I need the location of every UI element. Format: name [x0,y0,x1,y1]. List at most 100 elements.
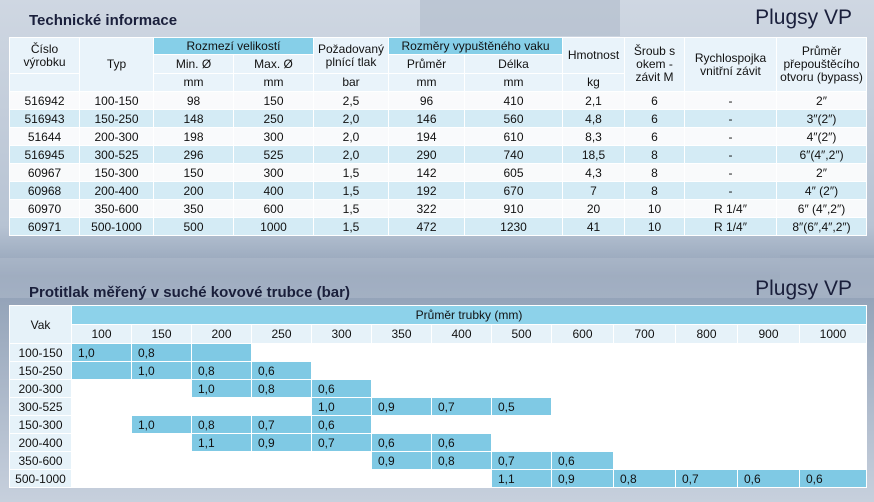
pressure-cell: 0,6 [431,433,492,452]
pressure-cell: 0,9 [251,433,312,452]
pressure-cell: 0,9 [371,451,432,470]
pressure-cell [311,343,372,362]
table-cell: 200-400 [79,181,154,200]
table-cell: 200 [153,181,234,200]
pressure-cell [251,469,312,488]
brand-title-2: Plugsy VP [755,277,852,300]
pressure-cell [613,415,676,434]
pipe-diameter-column: 500 [491,324,552,344]
vak-label: 350-600 [9,451,72,470]
pressure-cell [737,379,800,398]
unit-hmotnost: kg [562,73,626,92]
table-row: 300-525 1,0 0,9 0,7 0,5 [9,397,868,416]
header-max: Max. Ø [233,54,314,74]
table-cell: 10 [624,217,686,236]
table-cell: 4,3 [562,163,626,182]
pipe-diameter-column: 800 [675,324,738,344]
pressure-cell [371,469,432,488]
pressure-cell [675,361,738,380]
pressure-cell [551,397,614,416]
table-cell: 8 [624,163,686,182]
table-cell: 4,8 [562,109,626,128]
pressure-cell [431,361,492,380]
pipe-diameter-column: 1000 [798,324,868,344]
table-cell: 1,5 [313,163,389,182]
table-row: 60971 500-1000 500 1000 1,5 472 1230 41 10 R 1/4″… [9,217,868,236]
table-cell: 150 [233,91,314,110]
table-cell: 194 [388,127,465,146]
pressure-cell [798,379,868,398]
table-cell: 1,5 [313,217,389,236]
header-tlak: Požadovaný plnící tlak [313,37,389,74]
table-cell: - [684,181,778,200]
table-cell: 1230 [463,217,564,236]
pressure-cell [551,379,614,398]
pressure-cell [737,433,800,452]
table-cell: 516945 [9,145,80,164]
table-row: 150-300 1,0 0,8 0,7 0,6 [9,415,868,434]
table-cell: 96 [388,91,465,110]
pressure-cell [551,433,614,452]
table-cell: 472 [388,217,465,236]
table-cell: 2″ [776,163,868,182]
pressure-cell [131,379,192,398]
unit-delka: mm [463,73,564,92]
unit-max: mm [233,73,314,92]
pipe-diameter-column: 900 [737,324,800,344]
pipe-diameter-column: 350 [371,324,432,344]
header-bypass: Průměr přepouštěcího otvoru (bypass) [776,37,868,92]
table-cell: 98 [153,91,234,110]
table-cell: 2,0 [313,109,389,128]
header-typ: Typ [79,37,154,92]
header-rozmezi: Rozmezí velikostí [153,37,314,55]
table-cell: 1,5 [313,199,389,218]
table-cell: 600 [233,199,314,218]
pipe-diameter-column: 150 [131,324,192,344]
header-prumer: Průměr [388,54,465,74]
table-cell: 192 [388,181,465,200]
pipe-diameter-column: 400 [431,324,492,344]
table-cell: 41 [562,217,626,236]
pressure-cell [491,379,552,398]
pipe-diameter-column: 700 [613,324,676,344]
backpressure-body: 100-150 1,0 0,8 150-250 1,0 0,8 0,6 200-300 1,0 0… [9,343,868,488]
table-cell: 100-150 [79,91,154,110]
table-cell: 1,5 [313,181,389,200]
pressure-cell [798,433,868,452]
table-cell: - [684,163,778,182]
pressure-cell [675,433,738,452]
table-cell: - [684,127,778,146]
unit-tlak: bar [313,73,389,92]
table-cell: R 1/4″ [684,217,778,236]
pressure-cell [191,469,252,488]
pressure-cell [798,397,868,416]
pressure-cell: 1,0 [131,415,192,434]
table-cell: 500 [153,217,234,236]
pressure-cell [737,343,800,362]
vak-label: 100-150 [9,343,72,362]
pressure-cell [675,451,738,470]
pressure-cell: 0,9 [551,469,614,488]
pressure-cell: 1,0 [131,361,192,380]
pressure-cell [71,415,132,434]
table-cell: 290 [388,145,465,164]
table-cell: - [684,109,778,128]
pressure-cell [71,433,132,452]
table-cell: 250 [233,109,314,128]
pressure-cell [191,343,252,362]
pressure-cell: 0,6 [371,433,432,452]
table-cell: 300 [233,127,314,146]
pressure-cell: 0,5 [491,397,552,416]
table-cell: 2″ [776,91,868,110]
table-cell: R 1/4″ [684,199,778,218]
table-cell: 2,1 [562,91,626,110]
pressure-cell [431,469,492,488]
vak-header: Vak [9,305,72,344]
table-cell: 910 [463,199,564,218]
unit-prumer: mm [388,73,465,92]
table-cell: 200-300 [79,127,154,146]
table-cell: 8,3 [562,127,626,146]
table-cell: 4″(2″) [776,127,868,146]
pressure-cell: 0,8 [131,343,192,362]
table-cell: 296 [153,145,234,164]
